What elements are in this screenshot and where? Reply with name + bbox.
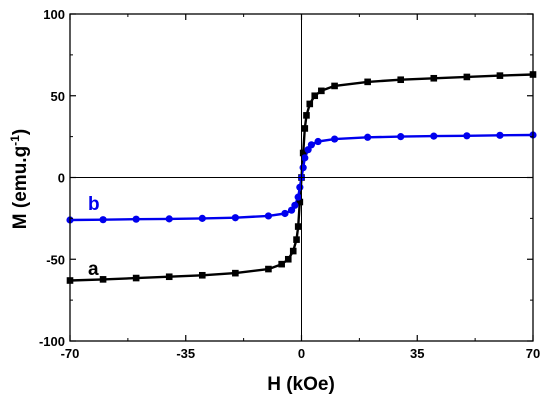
series-b-point	[99, 216, 107, 224]
series-b-point	[231, 214, 239, 222]
series-b-point	[291, 201, 299, 209]
series-a-point	[496, 72, 504, 79]
series-b-point	[198, 214, 206, 222]
series-a-point	[331, 82, 338, 90]
series-a-point	[463, 73, 471, 81]
series-b-point	[132, 215, 140, 223]
series-b-point	[299, 164, 307, 172]
plot-frame	[69, 13, 534, 342]
y-axis-title-suffix: )	[10, 129, 31, 135]
series-b-point	[330, 135, 339, 143]
series-a-point	[278, 260, 285, 268]
series-b-point	[430, 132, 438, 140]
series-a-point	[198, 271, 206, 279]
series-a-point	[165, 273, 173, 281]
series-a-point	[132, 274, 140, 282]
series-a-point	[430, 74, 438, 82]
series-a-point	[265, 265, 272, 273]
series-a-point	[306, 100, 314, 108]
series-a-point	[318, 87, 325, 95]
series-b-point	[301, 154, 309, 162]
series-a-point	[364, 78, 371, 86]
series-b-point	[264, 212, 273, 220]
series-b-point	[496, 131, 504, 139]
x-tick-label: 35	[410, 346, 424, 361]
series-b-point	[314, 137, 322, 146]
series-a-point	[289, 247, 297, 255]
series-a-point	[296, 198, 304, 206]
series-a-point	[299, 149, 307, 157]
series-b-point	[307, 141, 316, 149]
series-a-point	[284, 255, 292, 263]
series-a-point	[294, 223, 302, 230]
series-a-point	[293, 236, 300, 243]
series-a-point	[311, 92, 319, 100]
y-tick-label: -100	[39, 334, 65, 349]
x-tick-label: 70	[526, 346, 540, 361]
series-b-point	[165, 215, 173, 223]
x-tick-label: -35	[176, 346, 195, 361]
series-b-label: b	[88, 194, 100, 215]
y-tick-label: 0	[58, 171, 65, 186]
series-b-point	[281, 209, 289, 218]
series-b-point	[364, 133, 372, 141]
series-b-point	[296, 183, 304, 191]
y-axis-title-main: M (emu.g	[10, 146, 31, 229]
y-tick-label: 100	[43, 7, 65, 22]
series-b-point	[463, 132, 471, 140]
y-tick-label: -50	[46, 252, 65, 267]
series-b-point	[294, 193, 302, 201]
series-a-point	[99, 276, 107, 283]
series-a-point	[301, 125, 309, 132]
series-a-label: a	[88, 259, 99, 280]
series-b-point	[397, 133, 405, 141]
axis-ticks: -70 -35 0 35 70 -100 -50 0 50 100	[39, 7, 540, 361]
y-axis-title-superscript: -1	[8, 135, 22, 146]
series-a-point	[303, 112, 310, 119]
y-axis-title: M (emu.g-1)	[8, 129, 31, 229]
x-axis-title: H (kOe)	[267, 374, 335, 395]
series-a-point	[397, 76, 405, 84]
series-a-point	[232, 269, 239, 277]
y-tick-label: 50	[51, 89, 65, 104]
x-tick-label: 0	[298, 346, 305, 361]
x-tick-label: -70	[61, 346, 80, 361]
